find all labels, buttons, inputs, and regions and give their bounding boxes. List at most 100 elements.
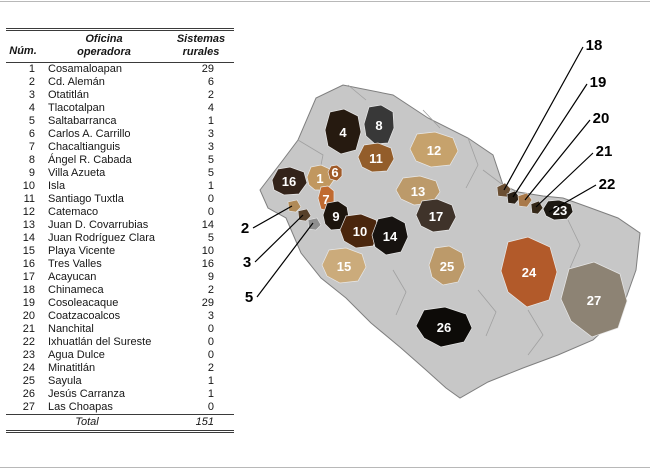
office-name: Villa Azueta [48,167,106,180]
table-row: 17 Acayucan 9 [6,271,234,284]
map-region-number: 16 [282,174,296,189]
table-row: 10 Isla 1 [6,180,234,193]
col-header-systems-line2: rurales [182,46,220,59]
row-num: 17 [22,271,35,284]
table-row: 6 Carlos A. Carrillo 3 [6,128,234,141]
systems-count: 5 [207,167,214,180]
table-row: 20 Coatzacoalcos 3 [6,310,234,323]
row-num: 12 [22,206,35,219]
map-region-number: 1 [316,171,323,186]
row-num: 27 [22,401,35,414]
systems-count: 0 [207,206,214,219]
systems-count: 3 [207,141,214,154]
map-landmass [259,84,641,399]
row-num: 3 [28,89,35,102]
office-name: Chacaltianguis [48,141,121,154]
map-region-4 [324,108,362,155]
table-body: 1 Cosamaloapan 29 2 Cd. Alemán 6 3 Otatitlán 2 4 T… [6,63,234,415]
row-num: 26 [22,388,35,401]
systems-count: 0 [207,323,214,336]
systems-count: 29 [201,63,214,76]
table-header: Núm. Oficina operadora Sistemas rurales [6,31,234,64]
table-row: 24 Minatitlán 2 [6,362,234,375]
row-num: 5 [28,115,35,128]
col-header-systems-line1: Sistemas [176,33,226,45]
map-region-number: 13 [411,184,425,199]
office-name: Las Choapas [48,401,113,414]
table-row: 16 Tres Valles 16 [6,258,234,271]
row-num: 13 [22,219,35,232]
callout-label-22: 22 [599,176,616,193]
callout-line [524,119,591,201]
callout-line [535,152,594,208]
map-region-15 [321,247,367,284]
total-label: Total [6,414,168,431]
col-header-office: Oficina operadora [40,31,168,64]
map-region-number: 12 [427,143,441,158]
office-name: Tlacotalpan [48,102,105,115]
table-row: 3 Otatitlán 2 [6,89,234,102]
systems-count: 5 [207,232,214,245]
map-region-number: 11 [369,151,383,166]
systems-count: 3 [207,310,214,323]
table-row: 7 Chacaltianguis 3 [6,141,234,154]
office-name: Saltabarranca [48,115,117,128]
map-region-number: 24 [522,265,537,280]
map-region-number: 6 [331,165,338,180]
systems-count: 3 [207,128,214,141]
office-name: Ángel R. Cabada [48,154,132,167]
table-row: 9 Villa Azueta 5 [6,167,234,180]
office-name: Chinameca [48,284,104,297]
map-region-27 [560,261,628,338]
systems-count: 1 [207,180,214,193]
office-name: Carlos A. Carrillo [48,128,131,141]
office-name: Jesús Carranza [48,388,126,401]
table-row: 1 Cosamaloapan 29 [6,63,234,77]
table-row: 19 Cosoleacaque 29 [6,297,234,310]
systems-count: 1 [207,115,214,128]
map-inner-boundaries [297,84,581,356]
table-row: 14 Juan Rodríguez Clara 5 [6,232,234,245]
row-num: 11 [23,193,35,206]
callout-label-18: 18 [586,37,603,54]
table-row: 23 Agua Dulce 0 [6,349,234,362]
systems-count: 1 [207,388,214,401]
map-region-24 [500,236,558,308]
col-header-systems: Sistemas rurales [168,31,234,64]
map-region-number: 14 [383,229,398,244]
table-row: 12 Catemaco 0 [6,206,234,219]
office-name: Catemaco [48,206,99,219]
systems-count: 2 [207,284,214,297]
office-name: Juan Rodríguez Clara [48,232,156,245]
row-num: 7 [28,141,35,154]
map-region-number: 7 [322,192,329,207]
office-name: Acayucan [48,271,97,284]
callout-labels: 18 19 20 21 22 2 3 5 [241,37,616,306]
row-num: 20 [22,310,35,323]
row-num: 9 [28,167,35,180]
table-row: 15 Playa Vicente 10 [6,245,234,258]
map-subregion [307,217,322,231]
table-row: 27 Las Choapas 0 [6,401,234,415]
map-region-number: 10 [353,224,367,239]
table-row: 26 Jesús Carranza 1 [6,388,234,401]
map-region-26 [415,306,473,348]
map-region-number: 4 [339,125,347,140]
row-num: 21 [22,323,35,336]
row-num: 23 [22,349,35,362]
col-header-office-line2: operadora [77,46,131,59]
row-num: 22 [22,336,35,349]
map-region-11 [357,142,395,173]
callout-line [252,205,293,229]
office-name: Cosamaloapan [48,63,122,76]
rural-systems-table: Núm. Oficina operadora Sistemas rurales … [6,31,234,431]
systems-count: 9 [207,271,214,284]
row-num: 2 [28,76,35,89]
map-region-number: 9 [332,209,339,224]
row-num: 1 [28,63,35,76]
office-name: Ixhuatlán del Sureste [48,336,152,349]
col-header-num: Núm. [6,31,40,64]
row-num: 15 [22,245,35,258]
